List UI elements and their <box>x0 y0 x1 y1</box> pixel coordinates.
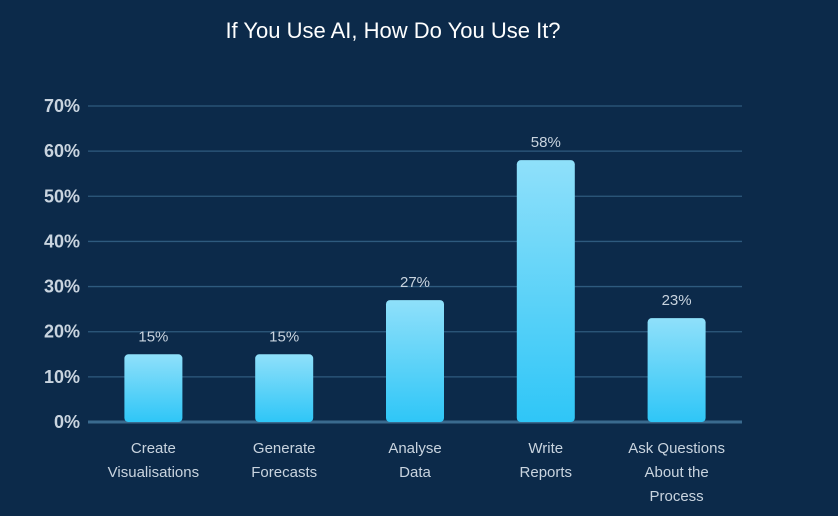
y-tick-label: 20% <box>44 322 80 342</box>
bar <box>124 354 183 422</box>
bar <box>516 160 575 422</box>
y-tick-label: 30% <box>44 277 80 297</box>
chart-title: If You Use AI, How Do You Use It? <box>225 18 560 43</box>
y-tick-label: 60% <box>44 141 80 161</box>
data-label: 58% <box>531 134 561 151</box>
y-tick-label: 50% <box>44 186 80 206</box>
y-tick-label: 10% <box>44 367 80 387</box>
data-label: 15% <box>269 328 299 345</box>
bar <box>255 354 314 422</box>
bar <box>386 300 444 422</box>
x-tick-label: Create Visualisations <box>108 440 199 481</box>
data-label: 23% <box>662 292 692 309</box>
y-tick-label: 70% <box>44 96 80 116</box>
x-tick-label: Analyse Data <box>388 440 441 481</box>
x-tick-label: Generate Forecasts <box>251 440 317 481</box>
data-label: 27% <box>400 274 430 291</box>
y-tick-label: 0% <box>54 412 80 432</box>
data-label: 15% <box>138 328 168 345</box>
y-tick-label: 40% <box>44 231 80 251</box>
x-tick-label: Ask Questions About the Process <box>628 440 725 505</box>
bar <box>647 318 706 422</box>
x-tick-label: Write Reports <box>520 440 573 481</box>
